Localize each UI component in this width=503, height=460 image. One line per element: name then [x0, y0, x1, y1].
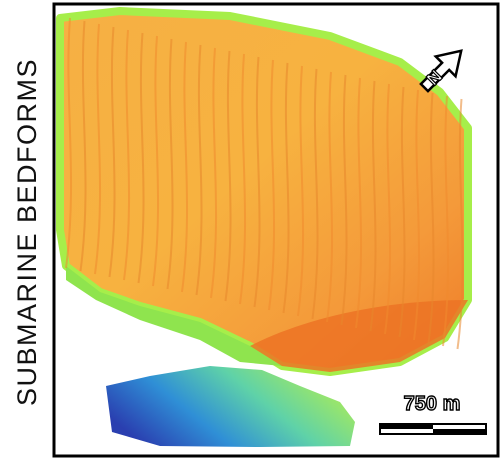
figure-title: SUBMARINE BEDFORMS [12, 58, 42, 406]
scale-label: 750 m [404, 393, 461, 415]
scale-bar-segment [433, 429, 486, 434]
scale-bar-segment [380, 424, 433, 429]
map-figure: SUBMARINE BEDFORMS N 750 m [0, 0, 503, 460]
